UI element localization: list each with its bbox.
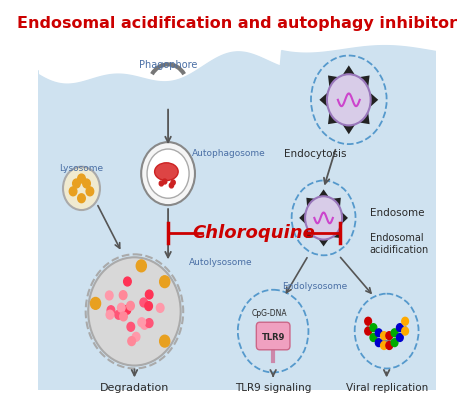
Text: Viral replication: Viral replication	[346, 383, 428, 393]
Circle shape	[159, 181, 164, 186]
Circle shape	[386, 332, 392, 340]
Polygon shape	[306, 228, 315, 238]
Polygon shape	[318, 189, 329, 197]
Polygon shape	[342, 65, 355, 75]
Circle shape	[327, 74, 371, 125]
Circle shape	[69, 187, 77, 196]
Text: Endosomal acidification and autophagy inhibitor: Endosomal acidification and autophagy in…	[17, 15, 457, 30]
Polygon shape	[328, 112, 338, 124]
Text: TLR9: TLR9	[262, 333, 285, 342]
Text: Degradation: Degradation	[100, 383, 169, 393]
Polygon shape	[38, 46, 436, 390]
Polygon shape	[332, 198, 341, 208]
Circle shape	[160, 276, 170, 288]
Circle shape	[128, 337, 136, 346]
Circle shape	[370, 333, 377, 341]
Text: Endolysosome: Endolysosome	[283, 282, 348, 291]
Circle shape	[391, 329, 398, 337]
Circle shape	[127, 322, 135, 331]
Text: Lysosome: Lysosome	[59, 164, 103, 173]
Circle shape	[156, 303, 164, 312]
Circle shape	[141, 320, 148, 329]
Text: Endosome: Endosome	[370, 208, 424, 218]
Circle shape	[381, 342, 387, 350]
Circle shape	[375, 329, 382, 337]
Circle shape	[106, 310, 114, 319]
Polygon shape	[318, 239, 329, 246]
Polygon shape	[359, 112, 370, 124]
Circle shape	[370, 324, 377, 331]
Polygon shape	[328, 75, 338, 88]
Circle shape	[91, 297, 100, 309]
Polygon shape	[370, 92, 378, 107]
Circle shape	[83, 179, 91, 188]
Circle shape	[136, 260, 146, 272]
Circle shape	[160, 335, 170, 347]
Polygon shape	[359, 75, 370, 88]
Circle shape	[127, 301, 134, 310]
Circle shape	[120, 312, 128, 321]
Circle shape	[106, 291, 113, 300]
Polygon shape	[341, 211, 348, 224]
Circle shape	[141, 142, 195, 205]
Circle shape	[115, 310, 122, 319]
Circle shape	[171, 180, 175, 185]
Circle shape	[396, 333, 403, 341]
Text: Chloroquine: Chloroquine	[192, 224, 315, 242]
Circle shape	[138, 318, 146, 327]
Circle shape	[123, 305, 131, 314]
Text: CpG-DNA: CpG-DNA	[251, 309, 287, 318]
Circle shape	[402, 327, 409, 335]
Circle shape	[391, 339, 398, 346]
Circle shape	[163, 179, 167, 184]
Text: Endosomal
acidification: Endosomal acidification	[370, 233, 429, 255]
Circle shape	[365, 317, 372, 325]
Circle shape	[375, 339, 382, 346]
Polygon shape	[306, 198, 315, 208]
Circle shape	[88, 257, 181, 365]
Circle shape	[63, 167, 100, 210]
Circle shape	[107, 306, 115, 315]
Polygon shape	[319, 92, 328, 107]
Ellipse shape	[155, 163, 178, 181]
Circle shape	[169, 183, 173, 188]
Circle shape	[381, 332, 387, 340]
Circle shape	[119, 291, 127, 299]
FancyBboxPatch shape	[256, 322, 290, 350]
Circle shape	[305, 196, 342, 239]
Circle shape	[146, 290, 153, 299]
Circle shape	[146, 319, 153, 327]
Circle shape	[132, 333, 140, 341]
Circle shape	[386, 342, 392, 350]
Circle shape	[147, 149, 189, 198]
Text: Autolysosome: Autolysosome	[189, 258, 253, 267]
Polygon shape	[342, 124, 355, 134]
Circle shape	[140, 298, 147, 307]
Circle shape	[396, 324, 403, 331]
Text: Autophagosome: Autophagosome	[191, 149, 265, 158]
Circle shape	[118, 303, 125, 312]
Circle shape	[402, 317, 409, 325]
Polygon shape	[332, 228, 341, 238]
Circle shape	[78, 174, 85, 183]
Circle shape	[73, 179, 80, 188]
Circle shape	[124, 277, 131, 286]
Circle shape	[78, 194, 85, 203]
Text: Endocytosis: Endocytosis	[284, 149, 346, 159]
Circle shape	[365, 327, 372, 335]
Circle shape	[145, 302, 153, 310]
Text: TLR9 signaling: TLR9 signaling	[235, 383, 311, 393]
Circle shape	[86, 187, 94, 196]
Text: Phagophore: Phagophore	[139, 60, 197, 70]
Polygon shape	[299, 211, 306, 224]
